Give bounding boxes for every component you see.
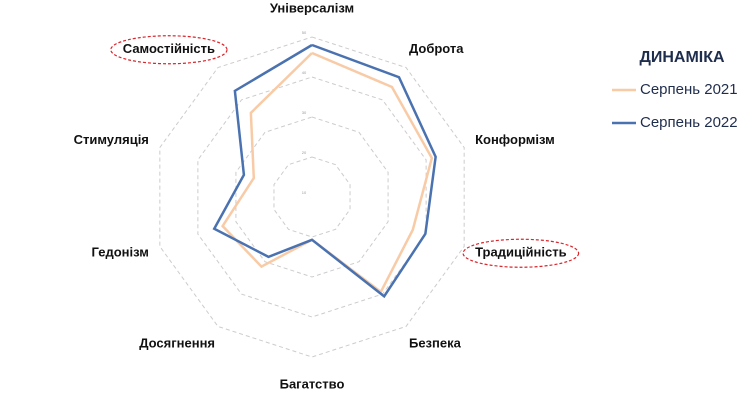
highlight-ellipse	[462, 238, 580, 268]
axis-label: Самостійність	[123, 41, 215, 56]
axis-label: Доброта	[409, 41, 464, 56]
grid-ring	[197, 76, 427, 318]
axis-label: Універсалізм	[270, 0, 354, 15]
legend-label: Серпень 2021	[640, 81, 738, 98]
axis-label: Конформізм	[475, 132, 555, 147]
grid-ring	[159, 36, 465, 358]
series-line	[221, 51, 434, 294]
r-tick-label: 20	[302, 150, 307, 155]
r-tick-label: 40	[302, 70, 307, 75]
axis-label: Гедонізм	[92, 245, 149, 260]
r-tick-label: 50	[302, 30, 307, 35]
grid-ring	[273, 156, 351, 238]
r-tick-label: 10	[302, 190, 307, 195]
axis-label: Традиційність	[475, 245, 567, 260]
highlight-ellipse	[110, 35, 228, 65]
axis-label: Досягнення	[139, 336, 215, 351]
r-tick-label: 30	[302, 110, 307, 115]
axis-label: Багатство	[280, 376, 345, 391]
legend-title: ДИНАМІКА	[639, 49, 725, 66]
axis-label: Безпека	[409, 336, 462, 351]
grid-ring	[235, 116, 389, 278]
series-line	[212, 43, 437, 299]
axis-label: Стимуляція	[74, 132, 149, 147]
legend-label: Серпень 2022	[640, 114, 738, 131]
